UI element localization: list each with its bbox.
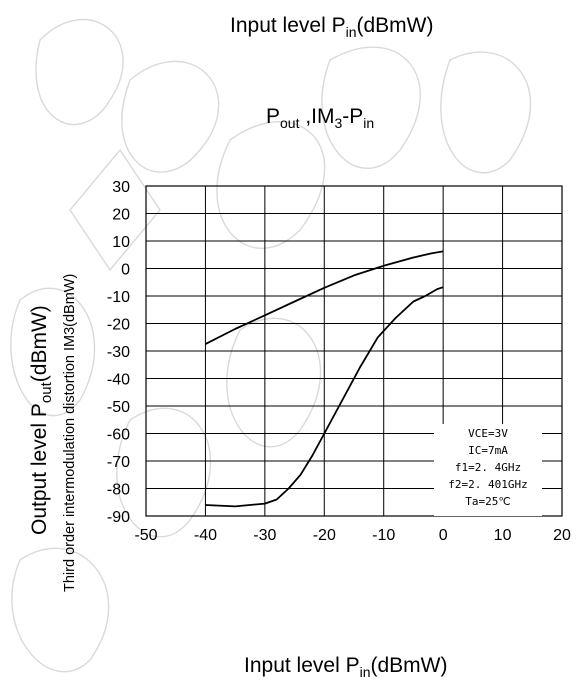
condition-ic: IC=7mA <box>468 444 508 457</box>
y-tick-label: -90 <box>107 509 130 526</box>
y-tick-label: -40 <box>107 372 130 389</box>
y-tick-label: 10 <box>112 234 130 251</box>
condition-vce: VCE=3V <box>468 427 508 440</box>
y-tick-label: -50 <box>107 399 130 416</box>
x-tick-label: -30 <box>253 527 276 544</box>
gridlines <box>146 186 562 516</box>
y-tick-label: -30 <box>107 344 130 361</box>
conditions-box <box>434 424 542 516</box>
y-tick-label: -60 <box>107 427 130 444</box>
condition-ta: Ta=25℃ <box>465 495 510 508</box>
x-tick-label: 0 <box>439 527 448 544</box>
plot-frame <box>145 185 563 517</box>
x-tick-label: -40 <box>194 527 217 544</box>
x-tick-label: -20 <box>313 527 336 544</box>
x-tick-label: 20 <box>553 527 571 544</box>
chart-title: Pout ,IM3-Pin <box>266 105 374 131</box>
y-tick-label: -20 <box>107 317 130 334</box>
y-tick-label: 30 <box>112 179 130 196</box>
x-tick-label: -50 <box>134 527 157 544</box>
y-tick-label: -80 <box>107 482 130 499</box>
watermark <box>10 18 532 673</box>
y-tick-label: 0 <box>121 262 130 279</box>
conditions-annotation: VCE=3V IC=7mA f1=2. 4GHz f2=2. 401GHz Ta… <box>434 424 542 516</box>
plot-area: 30 20 10 0 -10 -20 -30 -40 -50 -60 -70 -80 -90 -50 -4… <box>107 179 571 544</box>
y-tick-label: -10 <box>107 289 130 306</box>
series-line-im3 <box>205 286 444 508</box>
series-line-pout <box>204 250 444 345</box>
y-tick-labels: 30 20 10 0 -10 -20 -30 -40 -50 -60 -70 -80 -90 <box>107 179 130 526</box>
condition-f1: f1=2. 4GHz <box>455 461 521 474</box>
top-input-level-label: Input level Pin(dBmW) <box>230 14 433 40</box>
condition-f2: f2=2. 401GHz <box>448 478 527 491</box>
series-lines <box>204 250 444 508</box>
x-tick-label: -10 <box>372 527 395 544</box>
y-axis-label-secondary: Third order intermodulation distortion I… <box>62 274 78 592</box>
y-tick-label: 20 <box>112 207 130 224</box>
x-tick-labels: -50 -40 -30 -20 -10 0 10 20 <box>134 527 571 544</box>
y-tick-label: -70 <box>107 454 130 471</box>
y-axis-label: Output level Pout(dBmW) <box>28 305 55 535</box>
x-tick-label: 10 <box>494 527 512 544</box>
x-axis-label: Input level Pin(dBmW) <box>244 654 447 680</box>
